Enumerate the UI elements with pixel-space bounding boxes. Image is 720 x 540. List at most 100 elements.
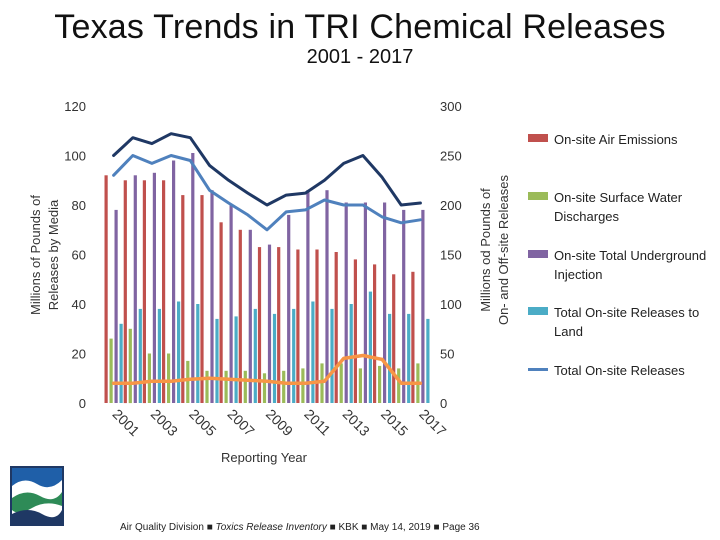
y-left-tick-label: 100 xyxy=(64,149,86,164)
y-left-tick-label: 40 xyxy=(72,297,86,312)
bar-land xyxy=(388,313,392,403)
bar-air xyxy=(277,247,281,403)
bar-surface-water xyxy=(147,353,151,403)
x-tick-label: 2003 xyxy=(148,406,181,439)
bar-surface-water xyxy=(301,368,305,403)
y-left-axis-title-line1: Millions of Pounds of xyxy=(28,195,43,315)
bar-land xyxy=(272,313,277,403)
bar-land xyxy=(196,304,200,403)
bar-land xyxy=(407,313,411,403)
y-left-tick-label: 80 xyxy=(72,198,86,213)
y-left-tick-label: 0 xyxy=(79,396,86,411)
bar-air xyxy=(334,252,338,403)
bar-air xyxy=(392,274,396,403)
bar-underground xyxy=(152,172,156,403)
footer-separator: ■ xyxy=(206,522,213,533)
bar-air xyxy=(373,264,377,403)
bar-underground xyxy=(114,209,118,403)
y-right-tick-label: 300 xyxy=(440,99,462,114)
footer-separator: ■ xyxy=(361,522,368,533)
bar-air xyxy=(123,180,127,404)
bar-underground xyxy=(133,175,137,403)
bar-air xyxy=(142,180,146,404)
legend-item-underground: On-site Total Underground Injection xyxy=(528,246,714,284)
bar-surface-water xyxy=(358,368,362,403)
y-right-tick-label: 250 xyxy=(440,149,462,164)
y-right-axis-title-line2: On- and Off-site Releases xyxy=(496,174,511,325)
bar-surface-water xyxy=(186,360,190,403)
bar-land xyxy=(349,304,353,403)
bar-air xyxy=(181,195,185,403)
footer: Air Quality Division ■ Toxics Release In… xyxy=(120,522,680,533)
bar-underground xyxy=(191,153,195,403)
y-left-tick-label: 60 xyxy=(72,248,86,263)
legend-label-total: Total On-site Releases xyxy=(554,363,685,378)
bar-underground xyxy=(383,202,387,403)
bar-underground xyxy=(402,209,406,403)
legend-swatch-land xyxy=(528,307,548,315)
footer-page: Page 36 xyxy=(442,522,480,533)
legend-item-surface-water: On-site Surface Water Discharges xyxy=(528,188,714,226)
legend-label-surface-water: On-site Surface Water Discharges xyxy=(554,190,683,224)
line-offsite xyxy=(111,353,423,385)
y-right-tick-label: 150 xyxy=(440,248,462,263)
bar-land xyxy=(292,308,296,403)
footer-separator: ■ xyxy=(329,522,336,533)
bar-underground xyxy=(267,244,272,403)
line-total-on-off-site xyxy=(112,132,422,207)
footer-program: Toxics Release Inventory xyxy=(215,522,327,533)
bar-underground xyxy=(287,214,291,403)
footer-date: May 14, 2019 xyxy=(370,522,431,533)
bar-land xyxy=(330,308,334,403)
y-right-tick-label: 0 xyxy=(440,396,447,411)
bar-underground xyxy=(210,190,214,403)
bar-surface-water xyxy=(282,370,286,403)
bar-surface-water xyxy=(243,370,247,403)
bar-underground xyxy=(248,229,252,404)
bar-surface-water xyxy=(397,368,401,403)
bar-land xyxy=(215,318,219,403)
x-tick-label: 2007 xyxy=(224,406,257,439)
bar-land xyxy=(253,308,257,403)
bar-surface-water xyxy=(262,373,267,403)
bar-air xyxy=(315,249,319,403)
x-tick-label: 2009 xyxy=(263,406,296,439)
bar-air xyxy=(411,271,415,403)
bar-surface-water xyxy=(339,363,343,403)
bar-underground xyxy=(325,190,329,403)
footer-separator: ■ xyxy=(433,522,440,533)
bar-underground xyxy=(306,190,310,403)
y-right-tick-label: 200 xyxy=(440,198,462,213)
bar-air xyxy=(296,249,300,403)
y-right-axis-title-line1: Millions od Pounds of xyxy=(478,188,493,312)
bar-surface-water xyxy=(224,370,228,403)
legend-label-land: Total On-site Releases to Land xyxy=(554,305,700,339)
bar-surface-water xyxy=(205,370,209,403)
bar-air xyxy=(104,175,108,403)
y-left-tick-label: 20 xyxy=(72,347,86,362)
tceq-logo-icon xyxy=(10,466,64,526)
legend-swatch-underground xyxy=(528,250,548,258)
bar-land xyxy=(177,301,181,403)
legend-label-air: On-site Air Emissions xyxy=(554,132,678,147)
bar-air xyxy=(353,259,357,403)
bar-air xyxy=(219,222,223,403)
bar-underground xyxy=(344,202,348,403)
legend-item-air: On-site Air Emissions xyxy=(528,130,714,149)
y-right-tick-label: 50 xyxy=(440,347,454,362)
bar-land xyxy=(311,301,315,403)
bar-land xyxy=(368,291,372,403)
bar-land xyxy=(426,318,430,403)
y-left-tick-label: 120 xyxy=(64,99,86,114)
legend-item-total: Total On-site Releases xyxy=(528,361,714,380)
y-right-tick-label: 100 xyxy=(440,297,462,312)
footer-initials: KBK xyxy=(338,522,359,533)
bar-land xyxy=(157,308,161,403)
x-tick-label: 2005 xyxy=(186,406,219,439)
bar-underground xyxy=(229,205,233,403)
page-title: Texas Trends in TRI Chemical Releases xyxy=(54,8,666,46)
legend-swatch-air xyxy=(528,134,548,142)
page-subtitle: 2001 - 2017 xyxy=(306,46,414,68)
bar-surface-water xyxy=(167,353,171,403)
